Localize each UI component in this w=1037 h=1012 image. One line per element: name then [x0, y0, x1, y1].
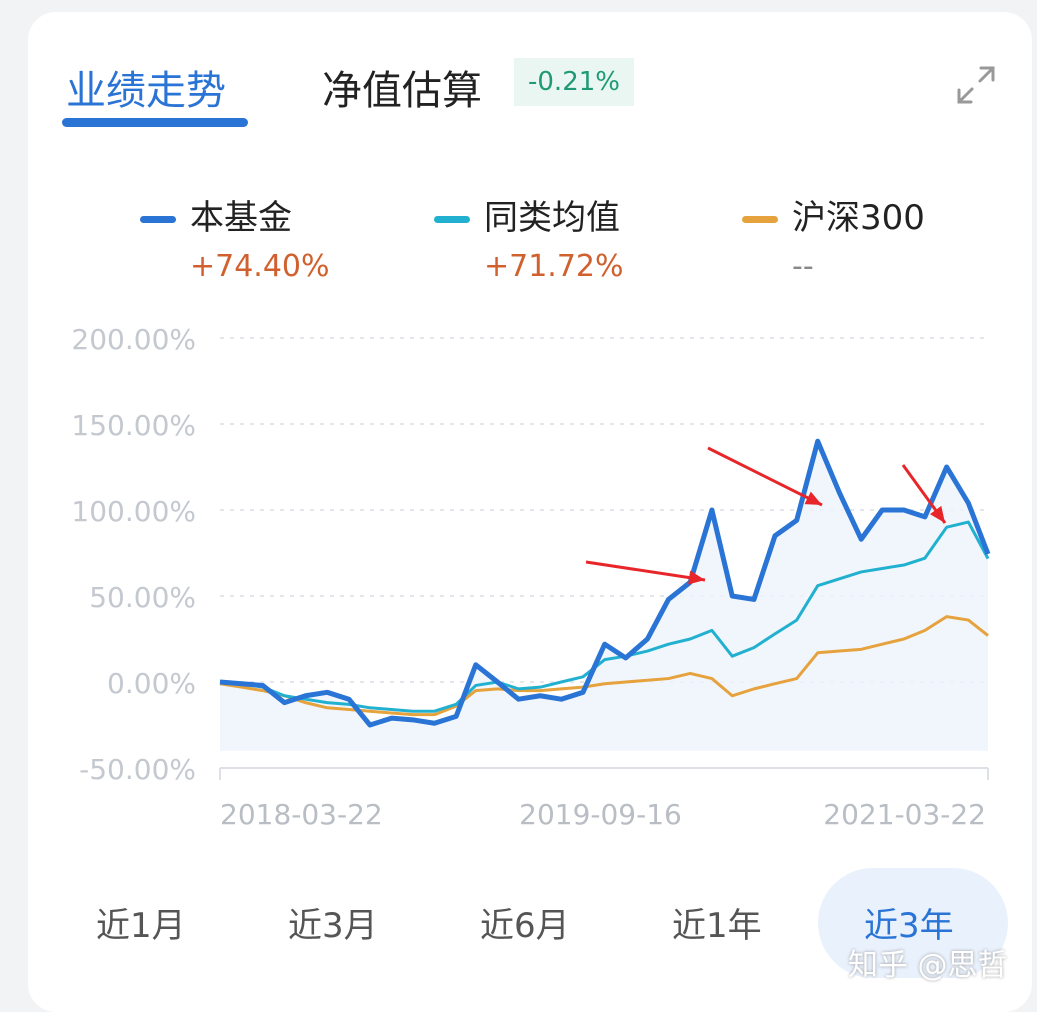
performance-chart: 200.00% 150.00% 100.00% 50.00% 0.00% -50.00% 2…: [0, 0, 1037, 860]
period-1y[interactable]: 近1年: [672, 898, 762, 947]
x-tick-label: 2019-09-16: [519, 798, 682, 831]
annotation-arrow: [586, 562, 705, 580]
annotation-arrow: [708, 448, 822, 505]
y-tick-label: 150.00%: [71, 409, 196, 442]
period-3m[interactable]: 近3月: [288, 898, 378, 947]
y-tick-label: 200.00%: [71, 323, 196, 356]
x-tick-label: 2021-03-22: [823, 798, 986, 831]
y-tick-label: -50.00%: [79, 753, 196, 786]
y-tick-label: 100.00%: [71, 495, 196, 528]
y-tick-label: 0.00%: [107, 667, 196, 700]
y-tick-label: 50.00%: [89, 581, 196, 614]
period-1m[interactable]: 近1月: [96, 898, 186, 947]
watermark: 知乎 @思哲: [848, 940, 1008, 984]
period-6m[interactable]: 近6月: [480, 898, 570, 947]
x-tick-label: 2018-03-22: [220, 798, 383, 831]
